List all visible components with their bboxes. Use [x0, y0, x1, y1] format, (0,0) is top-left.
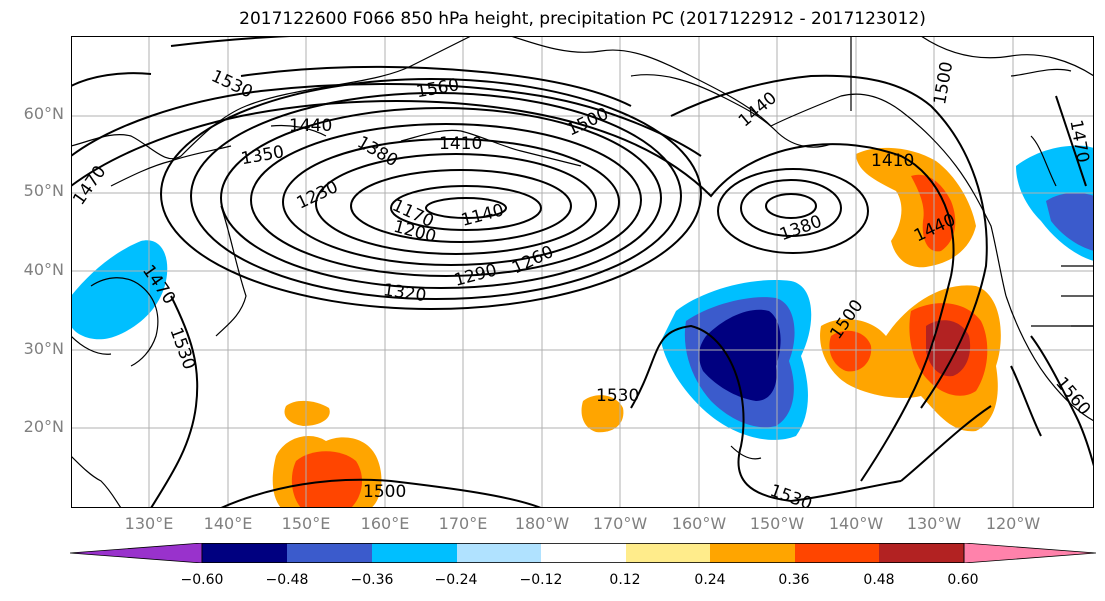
- precip-positive-southwest-core: [291, 451, 363, 508]
- contour-label: 1410: [871, 151, 914, 171]
- colorbar-tick: −0.36: [350, 572, 394, 588]
- coastlines: [71, 36, 1094, 508]
- lon-label: 160°E: [360, 514, 410, 533]
- lon-label: 160°W: [671, 514, 727, 533]
- lon-label: 140°W: [828, 514, 884, 533]
- lon-label: 150°E: [281, 514, 331, 533]
- colorbar-segment: [372, 543, 457, 563]
- colorbar-segment: [541, 543, 626, 563]
- colorbar-segment: [879, 543, 964, 563]
- lat-label: 30°N: [23, 339, 64, 358]
- colorbar-tick: 0.48: [863, 572, 895, 588]
- precip-negative-central-core: [699, 309, 781, 401]
- lon-label: 140°E: [203, 514, 253, 533]
- contour-label: 1410: [439, 134, 482, 154]
- lon-label: 180°W: [514, 514, 570, 533]
- colorbar-extend-high: [963, 543, 1096, 563]
- precip-positive-alaska-core: [911, 174, 956, 252]
- colorbar-tick: −0.24: [434, 572, 478, 588]
- colorbar-segment: [626, 543, 710, 563]
- precip-negative-northeast-core: [1046, 192, 1094, 251]
- lon-label: 170°E: [438, 514, 488, 533]
- colorbar-tick: 0.24: [694, 572, 726, 588]
- lon-label: 130°E: [124, 514, 174, 533]
- lon-label: 150°W: [749, 514, 805, 533]
- colorbar-tick: −0.60: [180, 572, 224, 588]
- map-title: 2017122600 F066 850 hPa height, precipit…: [239, 9, 926, 29]
- precip-positive-southwest-small: [284, 400, 330, 426]
- colorbar-segment: [710, 543, 795, 563]
- precip-positive-small: [581, 395, 624, 433]
- colorbar-tick: 0.60: [947, 572, 979, 588]
- lon-label: 170°W: [592, 514, 648, 533]
- precip-positive-east-core: [926, 320, 971, 377]
- lat-label: 40°N: [23, 260, 64, 279]
- contour-label: 1530: [596, 386, 639, 406]
- precip-positive-east-west-blob: [829, 330, 872, 372]
- colorbar-tick: −0.48: [265, 572, 309, 588]
- lon-label: 120°W: [985, 514, 1041, 533]
- colorbar-segment: [202, 543, 287, 563]
- lat-label: 20°N: [23, 417, 64, 436]
- colorbar-tick: 0.12: [609, 572, 641, 588]
- precip-negative-japan: [71, 240, 168, 340]
- colorbar-segment: [457, 543, 541, 563]
- lon-label: 130°W: [906, 514, 962, 533]
- colorbar-tick: −0.12: [519, 572, 563, 588]
- colorbar-segment: [287, 543, 372, 563]
- height-contours: [71, 36, 1094, 508]
- lat-label: 50°N: [23, 181, 64, 200]
- contour-label: 1440: [289, 116, 332, 136]
- contour-label: 1500: [363, 482, 406, 502]
- colorbar: [70, 543, 1096, 563]
- colorbar-extend-low: [70, 543, 203, 563]
- colorbar-segment: [795, 543, 879, 563]
- map-panel: 1530 1560 1500 1440 1500 1470 1440 1350 …: [71, 36, 1094, 508]
- colorbar-tick: 0.36: [778, 572, 810, 588]
- lat-label: 60°N: [23, 104, 64, 123]
